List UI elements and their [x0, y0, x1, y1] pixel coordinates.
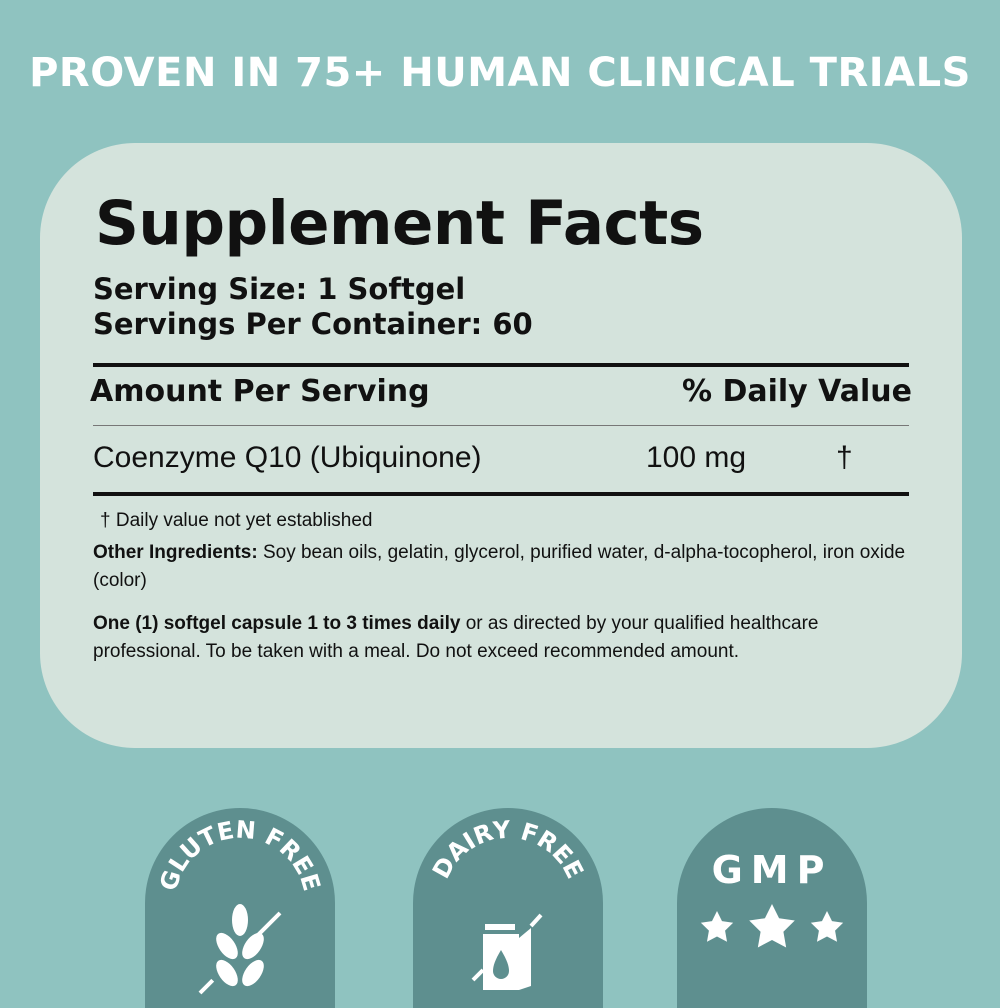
divider: [93, 363, 909, 367]
servings-per-container: Servings Per Container: 60: [93, 307, 533, 341]
three-stars-icon: [700, 904, 844, 948]
headline: PROVEN IN 75+ HUMAN CLINICAL TRIALS: [29, 50, 971, 96]
amount-header: Amount Per Serving: [90, 374, 430, 409]
ingredient-dv: †: [836, 441, 853, 474]
svg-text:DAIRY FREE: DAIRY FREE: [427, 816, 589, 884]
wheat-crossed-icon: [198, 904, 282, 995]
ingredient-amount: 100 mg: [646, 441, 747, 474]
badge-label: GLUTEN FREE: [154, 815, 326, 894]
supplement-facts-panel: [40, 143, 962, 748]
divider: [93, 425, 909, 426]
directions-bold: One (1) softgel capsule 1 to 3 times dai…: [93, 613, 461, 634]
gmp-badge: GMP: [677, 808, 867, 1008]
ingredient-name: Coenzyme Q10 (Ubiquinone): [93, 441, 482, 474]
footnote: † Daily value not yet established: [100, 510, 373, 531]
divider: [93, 492, 909, 496]
milk-carton-crossed-icon: [471, 913, 543, 990]
gluten-free-badge: GLUTEN FREE: [145, 808, 335, 1008]
dairy-free-badge: DAIRY FREE: [413, 808, 603, 1008]
other-text: Soy bean oils, gelatin, glycerol, purifi…: [93, 542, 906, 591]
other-label: Other Ingredients:: [93, 542, 258, 563]
facts-title: Supplement Facts: [95, 188, 704, 259]
serving-size: Serving Size: 1 Softgel: [93, 272, 466, 306]
other-ingredients: Other Ingredients: Soy bean oils, gelati…: [93, 539, 953, 595]
directions: One (1) softgel capsule 1 to 3 times dai…: [93, 610, 893, 666]
dv-header: % Daily Value: [681, 374, 912, 409]
directions-text: or as directed by your qualified healthc…: [93, 613, 819, 662]
badge-label: DAIRY FREE: [427, 816, 589, 884]
svg-text:GLUTEN FREE: GLUTEN FREE: [154, 815, 326, 894]
badge-label: GMP: [712, 848, 833, 892]
